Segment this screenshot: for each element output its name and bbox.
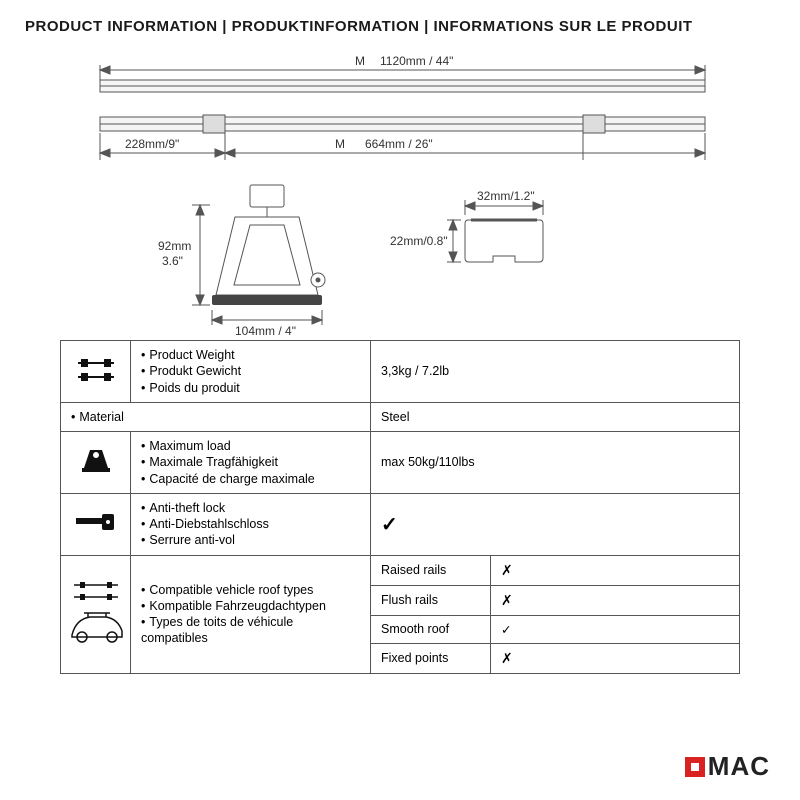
dim-profile-height: 22mm/0.8" (390, 234, 448, 248)
dim-marker-m2: M (335, 137, 345, 151)
row-material: Material Steel (61, 402, 740, 431)
dim-marker-m1: M (355, 54, 365, 68)
rooftype-val-1: ✗ (491, 585, 740, 615)
maxload-value: max 50kg/110lbs (371, 432, 740, 494)
antitheft-labels: Anti-theft lock Anti-Diebstahlschloss Se… (131, 493, 371, 555)
maxload-labels: Maximum load Maximale Tragfähigkeit Capa… (131, 432, 371, 494)
material-value: Steel (371, 402, 740, 431)
dim-foot-height-in: 3.6" (162, 254, 183, 268)
rooftype-name-2: Smooth roof (371, 615, 491, 643)
row-rooftype-0: Compatible vehicle roof types Kompatible… (61, 555, 740, 585)
row-antitheft: Anti-theft lock Anti-Diebstahlschloss Se… (61, 493, 740, 555)
antitheft-icon (61, 493, 131, 555)
weight-icon (61, 341, 131, 403)
rooftype-val-3: ✗ (491, 643, 740, 673)
rooftype-labels: Compatible vehicle roof types Kompatible… (131, 555, 371, 673)
spec-table: Product Weight Produkt Gewicht Poids du … (60, 340, 740, 674)
brand-logo: MAC (685, 751, 770, 782)
weight-value: 3,3kg / 7.2lb (371, 341, 740, 403)
rooftype-name-1: Flush rails (371, 585, 491, 615)
dim-foot-height-mm: 92mm (158, 239, 191, 253)
rooftype-name-3: Fixed points (371, 643, 491, 673)
maxload-icon (61, 432, 131, 494)
rooftype-name-0: Raised rails (371, 555, 491, 585)
row-weight: Product Weight Produkt Gewicht Poids du … (61, 341, 740, 403)
weight-labels: Product Weight Produkt Gewicht Poids du … (131, 341, 371, 403)
page-title: PRODUCT INFORMATION | PRODUKTINFORMATION… (25, 18, 775, 35)
rooftype-val-0: ✗ (491, 555, 740, 585)
material-label: Material (61, 402, 371, 431)
dim-foot-width: 104mm / 4" (235, 324, 296, 335)
dim-offset: 228mm/9" (125, 137, 179, 151)
technical-diagram: M 1120mm / 44" 228mm/9" M 664mm / 26" (25, 45, 775, 335)
rooftype-icon (61, 555, 131, 673)
dim-inner-length: 664mm / 26" (365, 137, 433, 151)
rooftype-val-2: ✓ (491, 615, 740, 643)
dim-profile-width: 32mm/1.2" (477, 189, 535, 203)
dim-overall-length: 1120mm / 44" (380, 54, 453, 68)
antitheft-value: ✓ (371, 493, 740, 555)
row-maxload: Maximum load Maximale Tragfähigkeit Capa… (61, 432, 740, 494)
logo-o-icon (685, 757, 705, 777)
